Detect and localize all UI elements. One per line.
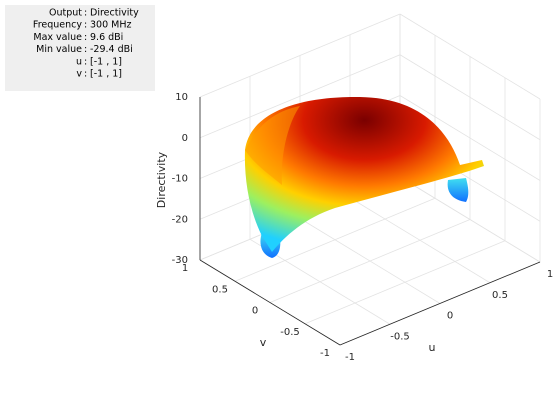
grid-line [199, 54, 401, 139]
surface-lobe [447, 178, 469, 202]
info-value: 300 MHz [90, 20, 131, 31]
x-tick-label: 0.5 [492, 290, 508, 301]
info-value: [-1 , 1] [90, 56, 122, 67]
z-tick-label: -20 [172, 214, 188, 225]
x-axis-line [339, 261, 541, 346]
info-label: Output [49, 8, 82, 19]
x-tick-label: -0.5 [390, 331, 410, 342]
x-tick-label: 1 [547, 269, 553, 280]
info-label: Max value [33, 32, 82, 43]
y-tick-label: -1 [320, 348, 330, 359]
z-tick-label: 0 [182, 133, 188, 144]
y-axis-line [199, 259, 341, 346]
info-value: -29.4 dBi [90, 44, 133, 55]
grid-line [269, 219, 471, 303]
z-tick-label: -30 [172, 255, 188, 266]
info-value: 9.6 dBi [90, 32, 123, 43]
info-colon: : [84, 69, 87, 80]
surface [244, 96, 484, 258]
surface-body [244, 96, 484, 252]
grid-line [399, 95, 541, 181]
info-label: v [76, 69, 82, 80]
info-colon: : [84, 8, 87, 19]
info-colon: : [84, 56, 87, 67]
y-tick-label: -0.5 [280, 327, 300, 338]
info-colon: : [84, 20, 87, 31]
info-label: Frequency [33, 20, 82, 31]
info-value: [-1 , 1] [90, 69, 122, 80]
info-colon: : [84, 44, 87, 55]
grid-line [234, 197, 436, 282]
info-label: u [76, 56, 82, 67]
grid-line [399, 54, 541, 141]
grid-line [199, 13, 401, 98]
surface-shade [245, 106, 300, 185]
info-value: Directivity [90, 8, 139, 19]
z-tick-label: -10 [172, 174, 188, 185]
grid-line [399, 176, 541, 263]
grid-line [304, 240, 506, 325]
y-tick-label: 0.5 [212, 284, 228, 295]
info-background [5, 5, 155, 91]
y-axis-label: v [260, 336, 267, 349]
x-tick-label: -1 [345, 352, 355, 363]
z-tick-label: 10 [175, 92, 188, 103]
grid-line [399, 13, 541, 100]
z-axis-label: Directivity [155, 151, 168, 208]
y-tick-label: 0 [252, 306, 258, 317]
x-axis-label: u [429, 341, 436, 354]
x-tick-label: 0 [447, 311, 453, 322]
info-label: Min value [36, 44, 82, 55]
y-tick-label: 1 [182, 263, 188, 274]
info-colon: : [84, 32, 87, 43]
